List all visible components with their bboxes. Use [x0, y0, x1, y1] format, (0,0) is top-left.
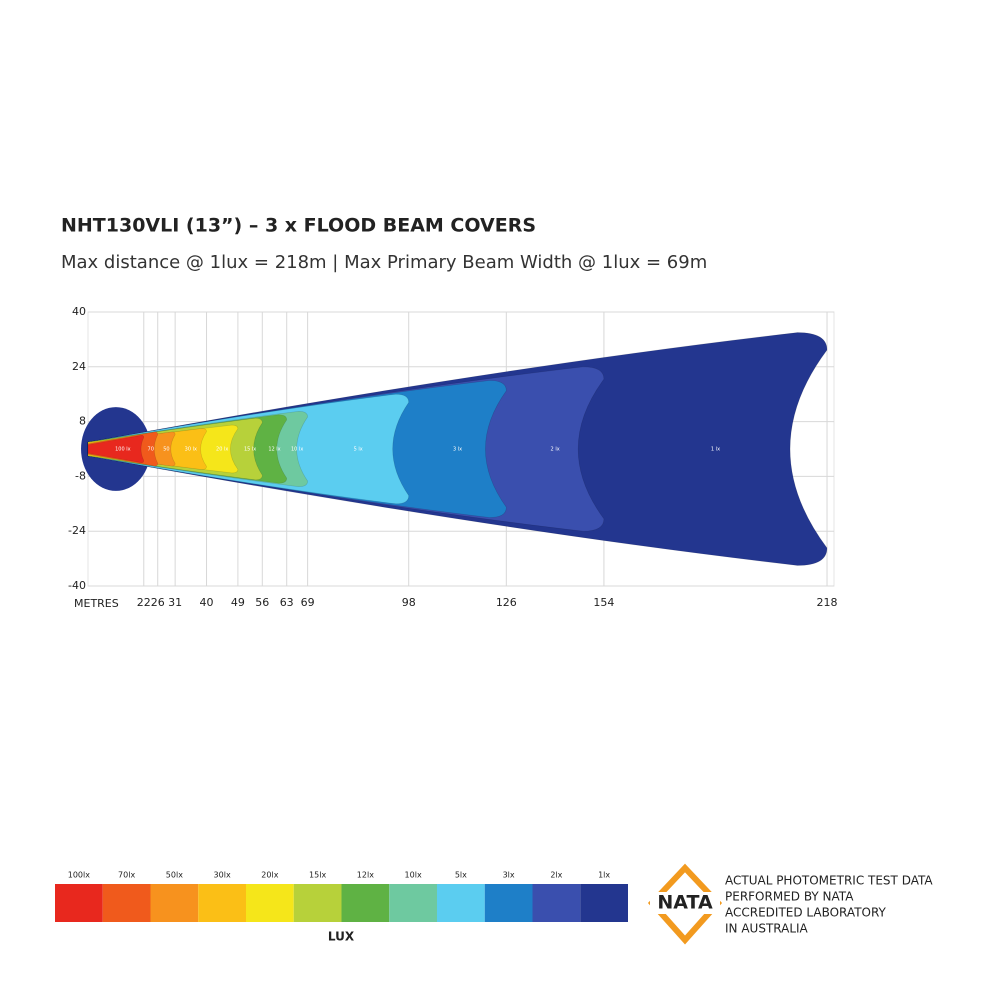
logo-band	[650, 892, 720, 914]
y-tick-label: 40	[72, 305, 86, 318]
x-tick-label: 218	[817, 596, 838, 609]
y-tick-label: -24	[68, 524, 86, 537]
contour-label: 1 lx	[711, 447, 720, 453]
legend-label: 3lx	[503, 871, 515, 880]
x-tick-label: 154	[593, 596, 614, 609]
contour-label: 15 lx	[244, 447, 256, 453]
y-tick-label: -8	[75, 469, 86, 482]
legend-label: 70lx	[118, 871, 135, 880]
x-tick-label: 98	[402, 596, 416, 609]
legend-label: 5lx	[455, 871, 467, 880]
x-tick-label: 22	[137, 596, 151, 609]
x-tick-label: 31	[168, 596, 182, 609]
logo-text: NATA	[657, 892, 713, 914]
contour-label: 2 lx	[551, 447, 560, 453]
y-tick-label: 24	[72, 360, 86, 373]
chart-subtitle: Max distance @ 1lux = 218m | Max Primary…	[61, 252, 707, 273]
legend-swatch	[246, 884, 294, 922]
legend-label: 15lx	[309, 871, 326, 880]
legend-swatch	[198, 884, 246, 922]
legend-swatch	[580, 884, 628, 922]
legend-label: 10lx	[405, 871, 422, 880]
contour-label: 70	[148, 447, 154, 453]
x-tick-label: 63	[280, 596, 294, 609]
contour-label: 3 lx	[453, 447, 462, 453]
x-tick-label: 49	[231, 596, 245, 609]
chart-title: NHT130VLI (13”) – 3 x FLOOD BEAM COVERS	[61, 215, 536, 237]
y-tick-label: -40	[68, 579, 86, 592]
y-tick-label: 8	[79, 415, 86, 428]
nata-line: PERFORMED BY NATA	[725, 890, 854, 904]
legend-swatch	[150, 884, 199, 922]
legend-label: 20lx	[261, 871, 278, 880]
contour-label: 20 lx	[216, 447, 228, 453]
legend-swatch	[484, 884, 533, 922]
legend-label: 2lx	[550, 871, 562, 880]
legend-swatch	[55, 884, 103, 922]
x-tick-label: 40	[200, 596, 214, 609]
x-tick-label: 56	[255, 596, 269, 609]
legend-swatch	[389, 884, 437, 922]
contour-label: 5 lx	[354, 447, 363, 453]
plot-area: 40 24 8 -8 -24 -40 22 26 31 40 49 56 63 69 98 126 154 218…	[68, 305, 837, 609]
x-axis-title: METRES	[74, 597, 119, 610]
nata-line: ACCREDITED LABORATORY	[725, 906, 887, 920]
legend-label: 12lx	[357, 871, 374, 880]
legend-swatch	[437, 884, 485, 922]
legend-swatch	[532, 884, 581, 922]
x-tick-label: 26	[151, 596, 165, 609]
contour-label: 100 lx	[115, 447, 131, 453]
contour-label: 10 lx	[291, 447, 303, 453]
logo-diamond	[647, 863, 723, 945]
legend-title: LUX	[328, 930, 355, 944]
legend-label: 50lx	[166, 871, 183, 880]
legend-label: 30lx	[214, 871, 231, 880]
contour-label: 12 lx	[268, 447, 280, 453]
legend-label: 100lx	[68, 871, 90, 880]
legend-swatch	[102, 884, 151, 922]
x-tick-label: 69	[301, 596, 315, 609]
legend-swatch	[341, 884, 390, 922]
contour-label: 50	[163, 447, 169, 453]
legend-label: 1lx	[598, 871, 610, 880]
contour-label: 30 lx	[185, 447, 197, 453]
x-tick-label: 126	[496, 596, 517, 609]
nata-line: ACTUAL PHOTOMETRIC TEST DATA	[725, 874, 933, 888]
legend-swatch	[293, 884, 342, 922]
nata-line: IN AUSTRALIA	[725, 922, 809, 936]
beam-contour	[87, 434, 145, 464]
nata-logo: NATA	[647, 863, 723, 945]
